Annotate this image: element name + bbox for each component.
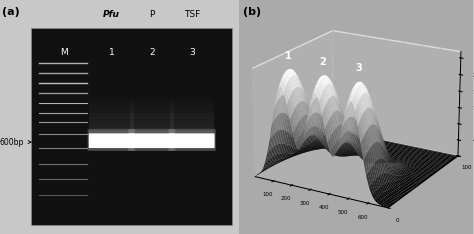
Bar (170, 106, 214, 112)
Bar (89, 98, 134, 103)
Bar (89, 120, 134, 126)
Bar (89, 100, 134, 106)
Bar (129, 120, 174, 126)
Bar (129, 114, 174, 120)
Bar (129, 100, 174, 106)
Bar (129, 131, 174, 137)
Bar (129, 95, 174, 101)
Bar (170, 120, 214, 126)
Bar (170, 103, 214, 109)
Text: M: M (60, 48, 68, 57)
Bar (129, 128, 174, 134)
Bar (170, 92, 214, 98)
Bar (89, 109, 134, 115)
Bar (129, 117, 174, 123)
Bar (89, 126, 134, 132)
Bar (170, 100, 214, 106)
FancyBboxPatch shape (88, 129, 135, 151)
Bar (31, 28, 232, 225)
Bar (129, 112, 174, 117)
Bar (129, 92, 174, 98)
Bar (170, 95, 214, 101)
Bar (89, 112, 134, 117)
Bar (170, 109, 214, 115)
Bar (129, 103, 174, 109)
Text: (a): (a) (2, 7, 20, 17)
Text: 3: 3 (189, 48, 195, 57)
Bar (170, 117, 214, 123)
Text: TSF: TSF (184, 10, 200, 19)
Bar (129, 126, 174, 132)
Bar (170, 98, 214, 103)
Bar (170, 131, 214, 137)
Bar (170, 126, 214, 132)
Bar (89, 128, 134, 134)
Bar (89, 92, 134, 98)
FancyBboxPatch shape (169, 133, 215, 148)
Bar (170, 114, 214, 120)
Text: (b): (b) (243, 7, 261, 17)
Bar (89, 117, 134, 123)
FancyBboxPatch shape (89, 133, 134, 148)
Text: 2: 2 (149, 48, 155, 57)
FancyBboxPatch shape (128, 129, 175, 151)
Bar (129, 98, 174, 103)
Text: 600bp: 600bp (0, 138, 31, 146)
Bar (89, 131, 134, 137)
Bar (89, 106, 134, 112)
Text: P: P (149, 10, 155, 19)
Bar (89, 95, 134, 101)
Bar (170, 112, 214, 117)
FancyBboxPatch shape (168, 129, 216, 151)
FancyBboxPatch shape (129, 133, 174, 148)
Bar (89, 103, 134, 109)
Bar (170, 128, 214, 134)
Text: Pfu: Pfu (103, 10, 120, 19)
Bar (170, 123, 214, 129)
Bar (129, 106, 174, 112)
Bar (89, 114, 134, 120)
Bar (129, 123, 174, 129)
Bar (89, 123, 134, 129)
Bar (129, 109, 174, 115)
Text: 1: 1 (109, 48, 114, 57)
